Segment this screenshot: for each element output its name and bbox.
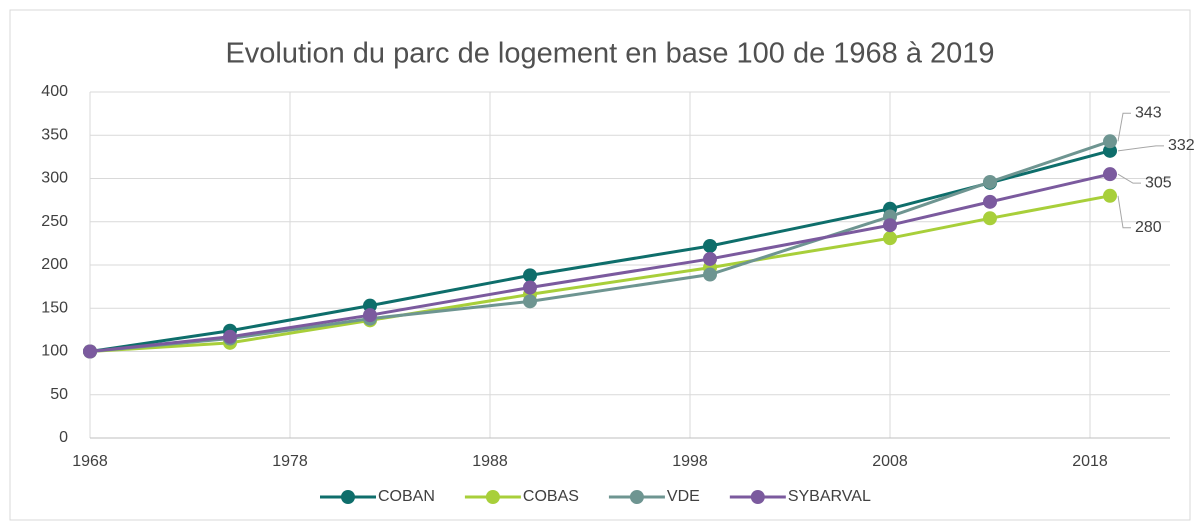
chart-title: Evolution du parc de logement en base 10… <box>225 38 994 70</box>
data-point <box>523 280 537 295</box>
data-point <box>703 238 717 253</box>
legend-label: VDE <box>667 488 700 505</box>
data-point <box>83 344 97 359</box>
data-point <box>983 174 997 189</box>
y-tick-label: 400 <box>41 83 68 100</box>
label-leader <box>1117 145 1164 152</box>
data-point <box>223 329 237 344</box>
data-label: 332 <box>1168 137 1195 154</box>
data-point <box>883 218 897 233</box>
series-line <box>89 194 1111 353</box>
y-tick-label: 0 <box>59 429 68 446</box>
x-tick-label: 1988 <box>472 453 508 470</box>
data-label: 343 <box>1135 105 1162 122</box>
legend-marker <box>485 490 500 504</box>
data-point <box>983 194 997 209</box>
data-point <box>703 267 717 282</box>
data-point <box>1103 167 1117 182</box>
label-leader <box>1117 112 1131 142</box>
data-point <box>1103 188 1117 203</box>
series-line <box>89 172 1111 353</box>
x-tick-label: 2008 <box>872 453 908 470</box>
y-tick-label: 100 <box>41 343 68 360</box>
series-line <box>89 139 1111 353</box>
data-point <box>523 268 537 283</box>
y-tick-label: 150 <box>41 299 68 316</box>
data-point <box>523 294 537 309</box>
data-point <box>983 211 997 226</box>
legend-marker <box>629 490 644 504</box>
y-tick-label: 200 <box>41 256 68 273</box>
data-point <box>703 251 717 266</box>
x-tick-label: 1978 <box>272 453 308 470</box>
x-tick-label: 1968 <box>72 453 108 470</box>
data-point <box>363 308 377 323</box>
legend-label: COBAN <box>378 488 435 505</box>
y-tick-label: 50 <box>50 386 68 403</box>
label-leader <box>1117 173 1141 184</box>
label-leader <box>1117 195 1131 229</box>
data-point <box>1103 134 1117 149</box>
y-tick-label: 250 <box>41 213 68 230</box>
x-tick-label: 2018 <box>1072 453 1108 470</box>
y-tick-label: 350 <box>41 126 68 143</box>
legend-label: COBAS <box>523 488 579 505</box>
legend-marker <box>750 490 765 504</box>
legend-label: SYBARVAL <box>788 488 871 505</box>
data-point <box>883 231 897 246</box>
legend-marker <box>341 490 355 504</box>
data-label: 280 <box>1135 219 1162 236</box>
y-tick-label: 300 <box>41 170 68 187</box>
data-label: 305 <box>1145 174 1172 191</box>
x-tick-label: 1998 <box>672 453 708 470</box>
